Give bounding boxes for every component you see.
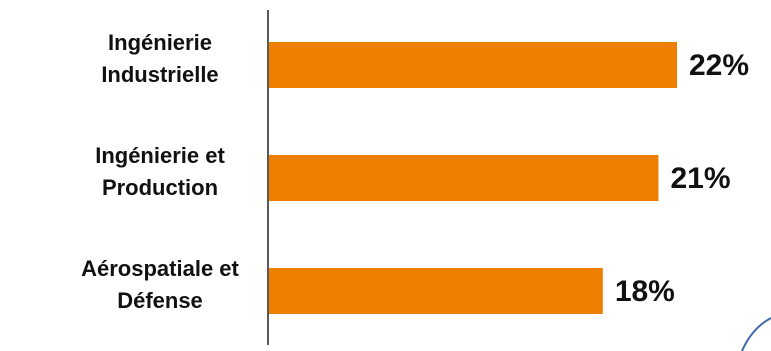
category-label-0-line-1: Industrielle — [101, 62, 218, 87]
bar-1 — [269, 155, 659, 201]
category-label-1-line-1: Production — [102, 175, 218, 200]
category-label-0-line-0: Ingénierie — [108, 30, 212, 55]
labels-group: 22% Ingénierie Industrielle 21% Ingénierie e… — [81, 30, 749, 313]
category-label-2-line-1: Défense — [117, 288, 203, 313]
value-label-0: 22% — [689, 49, 749, 82]
value-label-1: 21% — [670, 162, 730, 195]
bar-2 — [269, 268, 603, 314]
value-label-2: 18% — [615, 275, 675, 308]
category-label-1-line-0: Ingénierie et — [95, 143, 225, 168]
decorative-corner-curve — [741, 317, 771, 351]
bar-0 — [269, 42, 677, 88]
category-label-2-line-0: Aérospatiale et — [81, 256, 239, 281]
bars-group — [269, 42, 677, 314]
